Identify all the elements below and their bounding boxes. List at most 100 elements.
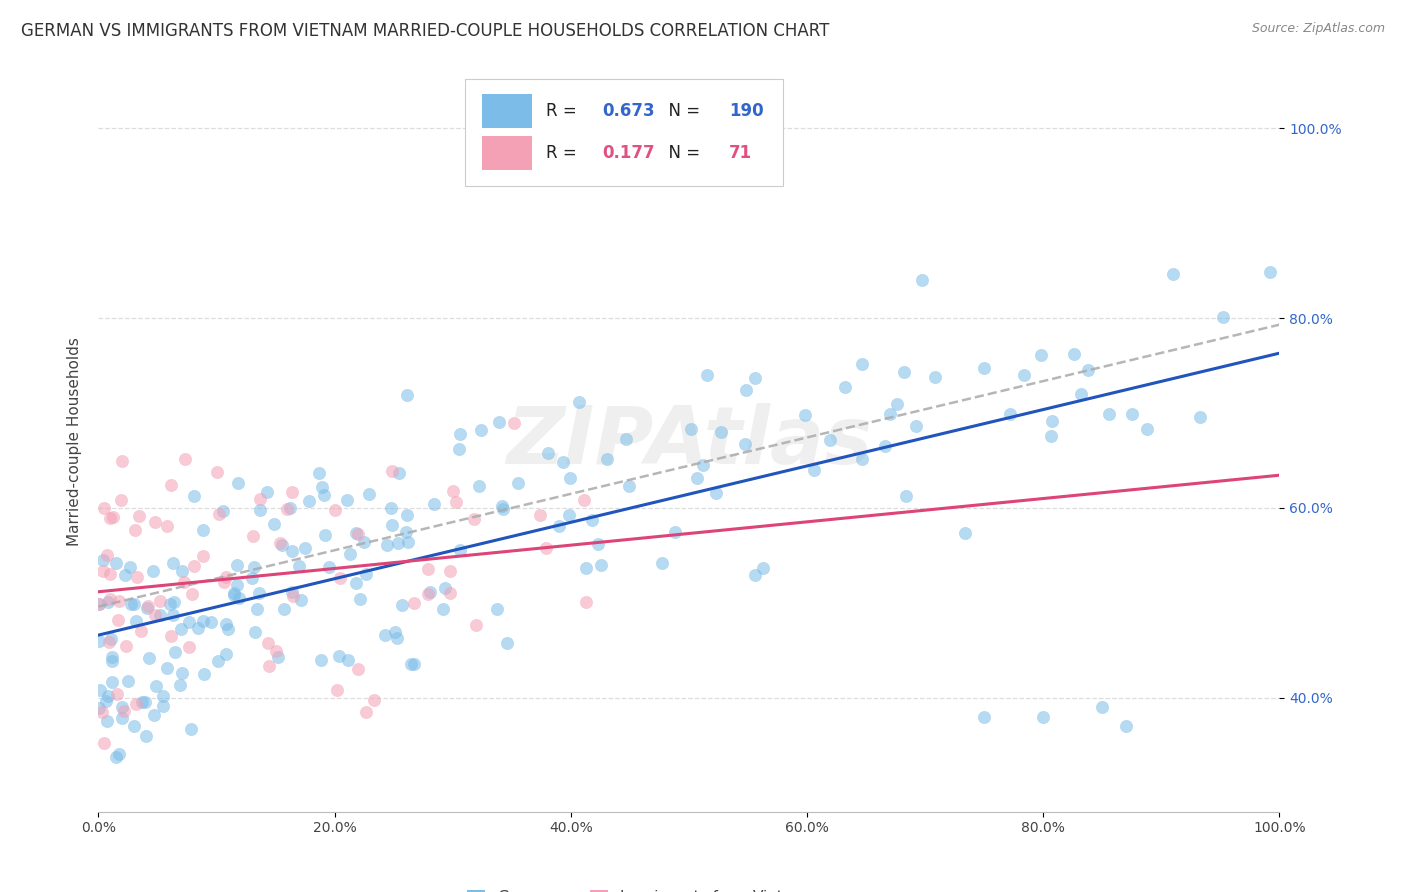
Point [381, 517, 404, 532]
Point [240, 570, 263, 584]
Point [162, 607, 184, 622]
Text: 190: 190 [730, 102, 763, 120]
Point [214, 574, 236, 589]
Point [1212, 310, 1234, 324]
Point [911, 273, 934, 287]
FancyBboxPatch shape [482, 136, 531, 169]
Point [1077, 363, 1099, 377]
Point [200, 615, 222, 629]
Point [159, 597, 181, 611]
Point [101, 650, 124, 665]
Point [191, 549, 214, 564]
Point [416, 562, 439, 576]
Point [423, 497, 446, 511]
Point [349, 591, 371, 606]
Point [180, 587, 202, 601]
Text: 0.177: 0.177 [603, 144, 655, 161]
Point [385, 631, 408, 645]
Point [704, 485, 727, 500]
Point [104, 556, 127, 570]
Point [346, 525, 368, 540]
Point [432, 602, 454, 616]
Point [551, 455, 574, 469]
Point [834, 379, 856, 393]
Point [470, 423, 492, 437]
Point [879, 407, 901, 421]
Point [492, 502, 515, 516]
Point [1098, 407, 1121, 421]
Point [1000, 407, 1022, 421]
Point [170, 564, 193, 578]
Point [734, 383, 756, 397]
Point [664, 524, 686, 539]
Point [97, 594, 120, 608]
Point [651, 556, 673, 570]
Point [163, 595, 186, 609]
Point [191, 614, 214, 628]
FancyBboxPatch shape [482, 94, 531, 128]
Point [373, 627, 395, 641]
Point [1091, 700, 1114, 714]
Point [1161, 268, 1184, 282]
Point [249, 503, 271, 517]
Point [875, 439, 897, 453]
Point [152, 689, 174, 703]
Point [156, 518, 179, 533]
Point [710, 425, 733, 439]
Point [226, 558, 249, 572]
Point [359, 486, 381, 500]
Point [387, 536, 409, 550]
Point [363, 693, 385, 707]
Point [396, 508, 419, 522]
Text: ZIPAtlas: ZIPAtlas [506, 402, 872, 481]
Point [575, 561, 598, 575]
Point [401, 657, 423, 672]
Point [155, 660, 177, 674]
Point [134, 695, 156, 709]
Point [256, 485, 278, 500]
Text: 0.673: 0.673 [603, 102, 655, 120]
Text: R =: R = [546, 144, 582, 161]
Point [547, 519, 569, 533]
Point [1188, 409, 1211, 424]
Point [217, 622, 239, 636]
Point [169, 678, 191, 692]
Point [886, 397, 908, 411]
Point [449, 426, 471, 441]
Point [118, 560, 141, 574]
Point [215, 570, 238, 584]
Point [243, 625, 266, 640]
Point [793, 408, 815, 422]
Point [280, 500, 302, 515]
Point [506, 476, 529, 491]
Point [101, 674, 124, 689]
Point [180, 723, 202, 737]
Point [290, 593, 312, 607]
Point [143, 515, 166, 529]
Point [439, 565, 461, 579]
Point [93, 553, 115, 567]
Point [89, 597, 111, 611]
Point [328, 648, 350, 663]
Text: GERMAN VS IMMIGRANTS FROM VIETNAM MARRIED-COUPLE HOUSEHOLDS CORRELATION CHART: GERMAN VS IMMIGRANTS FROM VIETNAM MARRIE… [21, 22, 830, 40]
Point [281, 544, 304, 558]
Point [488, 415, 510, 429]
Point [107, 594, 129, 608]
Point [318, 560, 340, 574]
Point [354, 566, 377, 581]
Y-axis label: Married-couple Households: Married-couple Households [66, 337, 82, 546]
Point [1063, 347, 1085, 361]
Point [87, 597, 110, 611]
Point [174, 452, 197, 467]
Point [568, 395, 591, 409]
Point [692, 458, 714, 472]
Point [228, 591, 250, 605]
Point [681, 422, 703, 436]
Point [264, 644, 287, 658]
Point [336, 653, 359, 667]
Point [98, 592, 121, 607]
Point [212, 504, 235, 518]
Point [614, 433, 637, 447]
Point [108, 747, 131, 761]
Point [225, 578, 247, 592]
